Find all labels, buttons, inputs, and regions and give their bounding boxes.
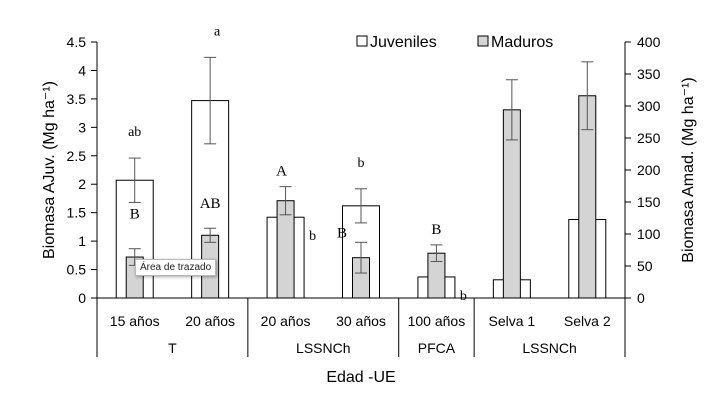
significance-label-juveniles: ab — [128, 125, 141, 140]
y-tick-label-left: 1.5 — [67, 205, 87, 221]
y-tick-label-left: 0.5 — [67, 262, 87, 278]
y-tick-label-right: 250 — [637, 130, 661, 146]
x-group-label: T — [168, 340, 177, 356]
y-tick-label-right: 100 — [637, 226, 661, 242]
y-tick-label-left: 1 — [78, 233, 86, 249]
bar-maduros — [276, 200, 295, 299]
x-category-label: 20 años — [185, 313, 235, 329]
y-tick-label-right: 150 — [637, 194, 661, 210]
legend-label-maduros: Maduros — [491, 34, 553, 51]
y-axis-title-right: Biomasa Amad. (Mg ha⁻¹) — [680, 77, 697, 262]
x-axis-title: Edad -UE — [326, 369, 395, 386]
y-tick-label-left: 2.5 — [67, 148, 87, 164]
x-group-label: PFCA — [418, 340, 456, 356]
x-group-label: LSSNCh — [522, 340, 576, 356]
y-tick-label-left: 0 — [78, 290, 86, 306]
significance-label-juveniles: b — [460, 289, 467, 304]
significance-label-juveniles: b — [358, 156, 365, 171]
y-tick-label-left: 3.5 — [67, 91, 87, 107]
legend-swatch-maduros — [477, 35, 489, 47]
y-tick-label-left: 3 — [78, 119, 86, 135]
x-group-label: LSSNCh — [296, 340, 350, 356]
x-category-label: 30 años — [336, 313, 386, 329]
y-tick-label-right: 350 — [637, 66, 661, 82]
plot-area-tooltip: Área de trazado — [135, 259, 217, 276]
y-tick-label-right: 0 — [637, 290, 645, 306]
x-category-label: 15 años — [110, 313, 160, 329]
x-category-label: 20 años — [261, 313, 311, 329]
y-tick-label-right: 200 — [637, 162, 661, 178]
significance-label-maduros: B — [431, 222, 441, 238]
significance-label-maduros: AB — [200, 196, 221, 212]
legend-swatch-juveniles — [356, 35, 368, 47]
x-category-label: Selva 2 — [564, 313, 611, 329]
significance-label-maduros: B — [337, 225, 347, 241]
significance-label-juveniles: a — [214, 24, 221, 39]
y-tick-label-left: 4 — [78, 62, 86, 78]
y-tick-label-left: 4.5 — [67, 34, 87, 50]
x-category-label: 100 años — [408, 313, 466, 329]
y-tick-label-right: 50 — [637, 258, 653, 274]
y-axis-title-left: Biomasa AJuv. (Mg ha⁻¹) — [41, 81, 58, 259]
y-tick-label-right: 300 — [637, 98, 661, 114]
significance-label-juveniles: b — [309, 229, 316, 244]
y-tick-label-right: 400 — [637, 34, 661, 50]
significance-label-maduros: A — [276, 164, 287, 180]
x-category-label: Selva 1 — [489, 313, 536, 329]
significance-label-maduros: B — [130, 207, 140, 223]
y-tick-label-left: 2 — [78, 176, 86, 192]
legend-label-juveniles: Juveniles — [370, 34, 437, 51]
